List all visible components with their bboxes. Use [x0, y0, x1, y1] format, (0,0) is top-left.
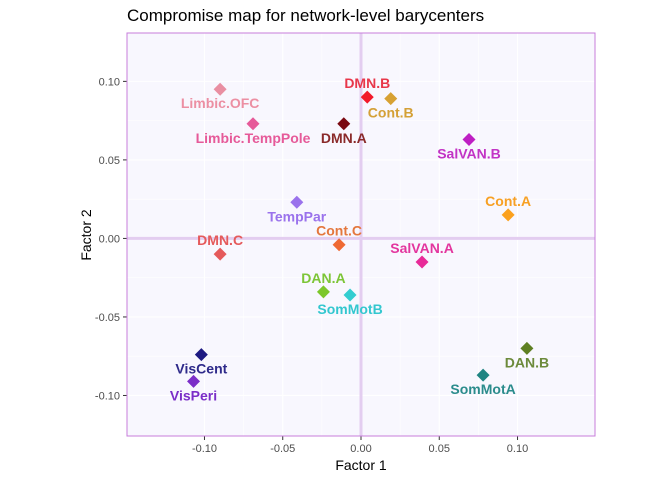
- point-cont-a: [501, 208, 515, 222]
- point-dan-a: [316, 285, 330, 299]
- label-viscent: VisCent: [175, 361, 227, 377]
- label-dmn-b: DMN.B: [344, 75, 390, 91]
- x-axis-ticks: -0.10 -0.05 0.00 0.05 0.10: [192, 436, 528, 455]
- point-sommota: [476, 368, 490, 382]
- x-tick-label: -0.10: [192, 443, 217, 455]
- plot-panel-border: [126, 32, 596, 437]
- label-limbic-temppole: Limbic.TempPole: [196, 130, 311, 146]
- chart-title: Compromise map for network-level barycen…: [127, 6, 484, 25]
- x-tick-label: 0.10: [507, 443, 528, 455]
- point-viscent: [194, 348, 208, 362]
- point-temppar: [290, 195, 304, 209]
- y-axis-ticks: 0.10 0.05 0.00 -0.05 -0.10: [95, 76, 127, 402]
- label-sommotb: SomMotB: [317, 301, 382, 317]
- origin-lines: [127, 33, 595, 436]
- point-salvan-a: [415, 255, 429, 269]
- point-dmn-a: [337, 117, 351, 131]
- point-visperi: [187, 374, 201, 388]
- label-cont-c: Cont.C: [316, 223, 362, 239]
- label-visperi: VisPeri: [170, 387, 217, 403]
- y-tick-label: 0.00: [99, 233, 120, 245]
- label-salvan-b: SalVAN.B: [437, 145, 501, 161]
- label-dan-a: DAN.A: [301, 270, 345, 286]
- x-axis-title: Factor 1: [335, 457, 387, 473]
- point-labels: Limbic.OFCLimbic.TempPoleDMN.BCont.BDMN.…: [170, 75, 549, 403]
- point-limbic-ofc: [213, 82, 227, 96]
- y-tick-label: -0.10: [95, 390, 120, 402]
- label-temppar: TempPar: [267, 208, 326, 224]
- point-dan-b: [520, 341, 534, 355]
- y-axis-title: Factor 2: [78, 209, 94, 261]
- label-salvan-a: SalVAN.A: [390, 240, 454, 256]
- point-dmn-c: [213, 247, 227, 261]
- x-tick-label: 0.00: [350, 443, 371, 455]
- label-dmn-c: DMN.C: [197, 232, 243, 248]
- y-tick-label: 0.10: [99, 76, 120, 88]
- label-dmn-a: DMN.A: [321, 130, 367, 146]
- point-sommotb: [343, 288, 357, 302]
- y-tick-label: 0.05: [99, 155, 120, 167]
- x-tick-label: 0.05: [429, 443, 450, 455]
- point-cont-c: [332, 238, 346, 252]
- data-points: [187, 82, 534, 388]
- label-dan-b: DAN.B: [505, 354, 549, 370]
- point-dmn-b: [360, 90, 374, 104]
- label-cont-b: Cont.B: [368, 105, 414, 121]
- x-tick-label: -0.05: [270, 443, 295, 455]
- point-cont-b: [384, 92, 398, 106]
- y-tick-label: -0.05: [95, 312, 120, 324]
- label-limbic-ofc: Limbic.OFC: [181, 95, 260, 111]
- label-sommota: SomMotA: [450, 381, 515, 397]
- label-cont-a: Cont.A: [485, 193, 531, 209]
- point-limbic-temppole: [246, 117, 260, 131]
- point-salvan-b: [462, 132, 476, 146]
